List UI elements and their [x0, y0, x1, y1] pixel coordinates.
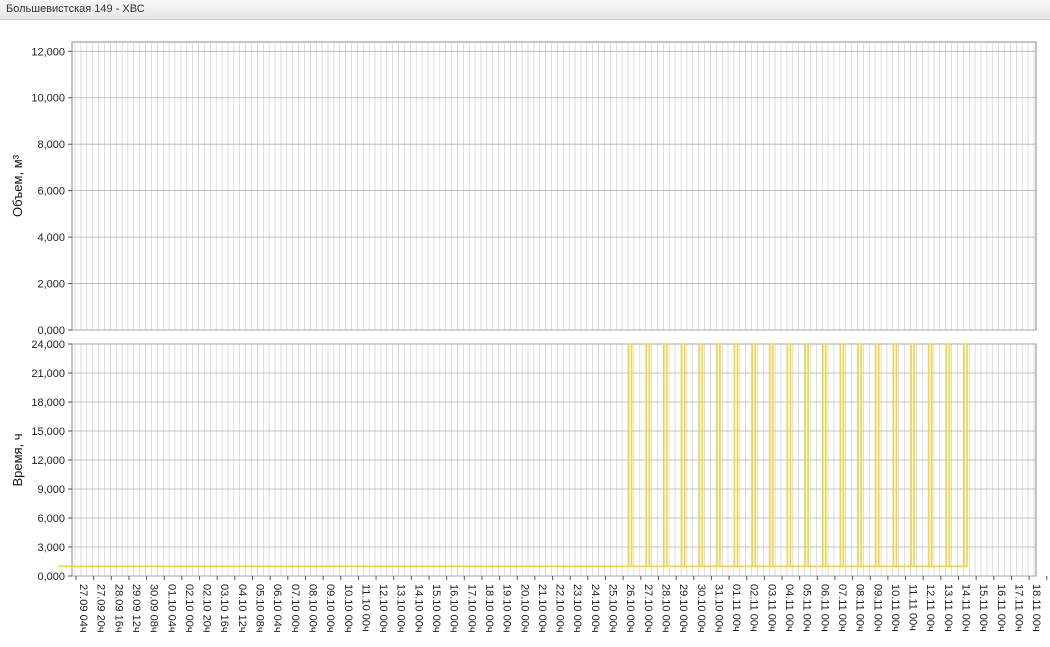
- x-tick-label: 06.10 04ч: [271, 584, 283, 633]
- x-tick-label: 30.10 00ч: [695, 584, 707, 633]
- volume-chart: 0,000 2,000 4,000 6,000 8,000 10,000 12,000 Объ…: [10, 41, 1037, 337]
- x-tick-label: 03.10 16ч: [218, 584, 230, 633]
- charts-svg: 0,000 2,000 4,000 6,000 8,000 10,000 12,000 Объ…: [10, 41, 1050, 633]
- x-tick-label: 19.11 00ч: [1048, 584, 1050, 632]
- x-tick-label: 02.10 00ч: [183, 584, 195, 633]
- x-tick-label: 10.10 00ч: [342, 584, 354, 633]
- x-tick-label: 23.10 00ч: [571, 584, 583, 633]
- x-tick-label: 28.09 16ч: [112, 584, 124, 633]
- x-tick-label: 31.10 00ч: [712, 584, 724, 633]
- x-tick-label: 15.10 00ч: [430, 584, 442, 633]
- y-tick-label: 10,000: [31, 93, 65, 105]
- time-chart: 0,000 3,000 6,000 9,000 12,000 15,000 18,000 21…: [10, 339, 1037, 583]
- x-tick-label: 05.11 00ч: [801, 584, 813, 632]
- x-tick-label: 29.10 00ч: [677, 584, 689, 633]
- x-tick-label: 13.11 00ч: [942, 584, 954, 632]
- y-tick-label: 12,000: [31, 46, 65, 58]
- x-tick-label: 17.11 00ч: [1012, 584, 1024, 632]
- x-tick-label: 11.10 00ч: [359, 584, 371, 632]
- time-series-line: [58, 343, 968, 568]
- x-tick-label: 04.11 00ч: [783, 584, 795, 632]
- y-tick-label: 0,000: [37, 571, 65, 583]
- x-tick-label: 02.10 20ч: [201, 584, 213, 633]
- x-tick-label: 07.11 00ч: [836, 584, 848, 632]
- y-tick-label: 2,000: [37, 279, 65, 291]
- x-tick-label: 26.10 00ч: [624, 584, 636, 633]
- x-tick-label: 12.11 00ч: [924, 584, 936, 632]
- vertical-gridlines: [74, 42, 1035, 330]
- y-tick-label: 24,000: [31, 339, 65, 351]
- x-tick-label: 20.10 00ч: [518, 584, 530, 633]
- x-tick-label: 18.11 00ч: [1030, 584, 1042, 632]
- x-tick-label: 27.09 04ч: [77, 584, 89, 633]
- y-ticks: 0,000 2,000 4,000 6,000 8,000 10,000 12,000: [31, 46, 1036, 337]
- x-tick-label: 18.10 00ч: [483, 584, 495, 633]
- y-axis-label: Объем, м³: [10, 154, 25, 217]
- x-tick-label: 22.10 00ч: [554, 584, 566, 633]
- x-tick-label: 25.10 00ч: [607, 584, 619, 633]
- x-tick-label: 27.10 00ч: [642, 584, 654, 633]
- y-tick-label: 15,000: [31, 426, 65, 438]
- y-tick-label: 21,000: [31, 368, 65, 380]
- y-tick-label: 3,000: [37, 542, 65, 554]
- x-tick-label: 19.10 00ч: [501, 584, 513, 633]
- x-tick-label: 14.10 00ч: [412, 584, 424, 633]
- x-tick-label: 04.10 12ч: [236, 584, 248, 633]
- x-tick-label: 27.09 20ч: [95, 584, 107, 633]
- y-tick-label: 6,000: [37, 513, 65, 525]
- x-tick-label: 30.09 08ч: [148, 584, 160, 633]
- x-tick-label: 17.10 00ч: [465, 584, 477, 633]
- y-tick-label: 0,000: [37, 325, 65, 337]
- y-tick-label: 4,000: [37, 232, 65, 244]
- chart-area: 0,000 2,000 4,000 6,000 8,000 10,000 12,000 Объ…: [0, 20, 1050, 642]
- x-tick-label: 09.11 00ч: [871, 584, 883, 632]
- x-tick-label: 11.11 00ч: [907, 584, 919, 631]
- x-tick-label: 09.10 00ч: [324, 584, 336, 633]
- y-tick-label: 18,000: [31, 397, 65, 409]
- window-title: Большевистская 149 - ХВС: [6, 3, 145, 15]
- x-tick-label: 14.11 00ч: [960, 584, 972, 632]
- y-axis-label: Время, ч: [10, 433, 25, 486]
- x-tick-label: 16.10 00ч: [448, 584, 460, 633]
- y-tick-label: 8,000: [37, 139, 65, 151]
- x-tick-label: 01.10 04ч: [165, 584, 177, 633]
- y-tick-label: 9,000: [37, 484, 65, 496]
- x-tick-label: 03.11 00ч: [765, 584, 777, 632]
- x-tick-label: 01.11 00ч: [730, 584, 742, 632]
- x-axis: 27.09 04ч 27.09 20ч 28.09 16ч 29.09 12ч 30.0…: [75, 576, 1050, 633]
- x-tick-label: 28.10 00ч: [659, 584, 671, 633]
- x-tick-label: 16.11 00ч: [995, 584, 1007, 632]
- x-tick-label: 12.10 00ч: [377, 584, 389, 633]
- x-tick-label: 05.10 08ч: [254, 584, 266, 633]
- plot-frame: [71, 41, 1037, 331]
- y-tick-label: 6,000: [37, 186, 65, 198]
- x-tick-label: 24.10 00ч: [589, 584, 601, 633]
- x-tick-label: 21.10 00ч: [536, 584, 548, 633]
- x-tick-label: 08.10 00ч: [306, 584, 318, 633]
- x-tick-label: 07.10 00ч: [289, 584, 301, 633]
- x-tick-label: 08.11 00ч: [854, 584, 866, 632]
- x-tick-label: 13.10 00ч: [395, 584, 407, 633]
- window-title-bar: Большевистская 149 - ХВС: [0, 0, 1050, 20]
- x-tick-label: 29.09 12ч: [130, 584, 142, 633]
- x-tick-label: 15.11 00ч: [977, 584, 989, 632]
- y-tick-label: 12,000: [31, 455, 65, 467]
- x-tick-label: 06.11 00ч: [818, 584, 830, 632]
- x-tick-label: 02.11 00ч: [748, 584, 760, 632]
- x-tick-label: 10.11 00ч: [889, 584, 901, 632]
